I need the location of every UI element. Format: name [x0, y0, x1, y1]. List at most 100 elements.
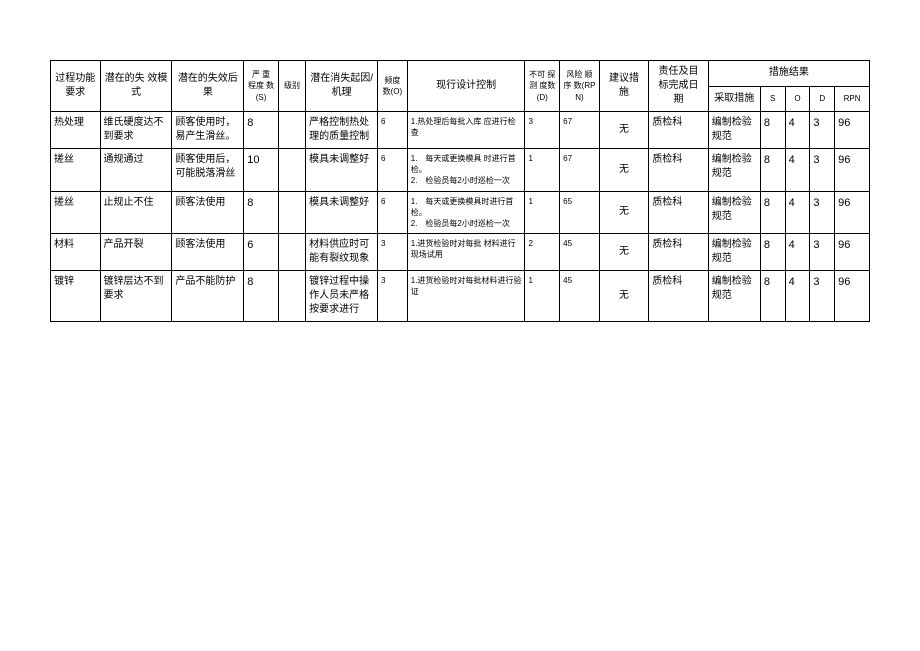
th-process: 过程功能要求: [51, 61, 101, 112]
table-cell: 96: [835, 149, 870, 192]
table-cell: 8: [760, 234, 785, 271]
table-cell: 质检科: [649, 149, 708, 192]
table-cell: 10: [244, 149, 279, 192]
table-cell: 搓丝: [51, 149, 101, 192]
table-cell: 3: [378, 271, 408, 322]
table-cell: 8: [244, 191, 279, 234]
table-cell: 65: [560, 191, 600, 234]
table-cell: 编制检验规范: [708, 234, 760, 271]
table-cell: 8: [760, 112, 785, 149]
table-cell: 6: [378, 149, 408, 192]
table-cell: 3: [810, 234, 835, 271]
table-cell: 8: [244, 112, 279, 149]
table-cell: 3: [525, 112, 560, 149]
table-cell: 产品开裂: [100, 234, 172, 271]
table-cell: 8: [244, 271, 279, 322]
table-cell: 无: [599, 191, 649, 234]
fmea-table: 过程功能要求 潜在的失 效模式 潜在的失效后果 严 重 程度 数(S) 级别 潜…: [50, 60, 870, 322]
table-cell: 质检科: [649, 112, 708, 149]
table-cell: 3: [378, 234, 408, 271]
table-row: 材料产品开裂顾客法使用6材料供应时可能有裂纹现象31.进货检验时对每批 材料进行…: [51, 234, 870, 271]
table-cell: 6: [378, 191, 408, 234]
table-cell: 1.热处理后每批入库 应进行检查: [407, 112, 525, 149]
table-cell: 96: [835, 191, 870, 234]
table-cell: 顾客法使用: [172, 234, 244, 271]
table-cell: 顾客使用时，易产生滑丝。: [172, 112, 244, 149]
th-occurrence: 频度数(O): [378, 61, 408, 112]
table-cell: 1: [525, 149, 560, 192]
table-cell: 96: [835, 271, 870, 322]
table-cell: 8: [760, 191, 785, 234]
table-cell: 模具未调整好: [306, 149, 378, 192]
th-responsibility: 责任及目 标完成日 期: [649, 61, 708, 112]
th-s: S: [760, 86, 785, 112]
table-cell: 1. 每天或更换模具 时进行首检。2. 检验员每2小时巡检一次: [407, 149, 525, 192]
table-cell: 3: [810, 149, 835, 192]
table-cell: 止规止不住: [100, 191, 172, 234]
table-cell: 严格控制热处理的质量控制: [306, 112, 378, 149]
table-cell: 6: [378, 112, 408, 149]
table-cell: 热处理: [51, 112, 101, 149]
table-cell: 3: [810, 271, 835, 322]
table-cell: 镀锌: [51, 271, 101, 322]
table-cell: 无: [599, 149, 649, 192]
th-rpn2: RPN: [835, 86, 870, 112]
th-control: 现行设计控制: [407, 61, 525, 112]
table-cell: [278, 191, 305, 234]
th-cause: 潜在消失起因/机理: [306, 61, 378, 112]
th-action: 采取措施: [708, 86, 760, 112]
th-measures-group: 措施结果: [708, 61, 869, 87]
table-cell: [278, 149, 305, 192]
th-rpn: 风险 顺序 数(RPN): [560, 61, 600, 112]
table-row: 搓丝通规通过顾客使用后，可能脱落滑丝10 模具未调整好61. 每天或更换模具 时进…: [51, 149, 870, 192]
table-cell: 3: [810, 112, 835, 149]
table-cell: 4: [785, 271, 810, 322]
table-cell: 8: [760, 271, 785, 322]
th-class: 级别: [278, 61, 305, 112]
table-cell: 通规通过: [100, 149, 172, 192]
table-cell: 96: [835, 112, 870, 149]
table-cell: 顾客使用后，可能脱落滑丝: [172, 149, 244, 192]
table-cell: 4: [785, 112, 810, 149]
table-cell: 编制检验规范: [708, 149, 760, 192]
table-cell: 1.进货检验时对每批材料进行验证: [407, 271, 525, 322]
table-row: 搓丝止规止不住顾客法使用8模具未调整好61. 每天或更换模具时进行首检。2. 检…: [51, 191, 870, 234]
table-cell: 1. 每天或更换模具时进行首检。2. 检验员每2小时巡检一次: [407, 191, 525, 234]
table-cell: 3: [810, 191, 835, 234]
table-cell: 8: [760, 149, 785, 192]
table-cell: 编制检验规范: [708, 271, 760, 322]
table-cell: 无: [599, 234, 649, 271]
table-cell: 搓丝: [51, 191, 101, 234]
th-recommend: 建议措 施: [599, 61, 649, 112]
table-cell: 无: [599, 112, 649, 149]
table-cell: 4: [785, 149, 810, 192]
table-cell: 质检科: [649, 271, 708, 322]
table-cell: 1.进货检验时对每批 材料进行现场试用: [407, 234, 525, 271]
table-cell: [278, 234, 305, 271]
table-cell: 质检科: [649, 234, 708, 271]
table-cell: 1: [525, 271, 560, 322]
table-cell: 67: [560, 112, 600, 149]
table-cell: 4: [785, 191, 810, 234]
th-o: O: [785, 86, 810, 112]
table-cell: 无: [599, 271, 649, 322]
table-cell: 2: [525, 234, 560, 271]
table-cell: 6: [244, 234, 279, 271]
th-effect: 潜在的失效后果: [172, 61, 244, 112]
table-row: 镀锌镀锌层达不到要求产品不能防护8镀锌过程中操作人员未严格按要求进行31.进货检…: [51, 271, 870, 322]
th-detection: 不可 探测 度数(D): [525, 61, 560, 112]
table-cell: 模具未调整好: [306, 191, 378, 234]
table-cell: 4: [785, 234, 810, 271]
table-cell: 材料供应时可能有裂纹现象: [306, 234, 378, 271]
table-cell: [278, 271, 305, 322]
th-d: D: [810, 86, 835, 112]
table-cell: 顾客法使用: [172, 191, 244, 234]
table-cell: 67: [560, 149, 600, 192]
table-cell: 45: [560, 234, 600, 271]
table-cell: 镀锌层达不到要求: [100, 271, 172, 322]
table-row: 热处理维氏硬度达不到要求顾客使用时，易产生滑丝。8严格控制热处理的质量控制61.…: [51, 112, 870, 149]
table-cell: 质检科: [649, 191, 708, 234]
table-cell: 维氏硬度达不到要求: [100, 112, 172, 149]
table-cell: 编制检验规范: [708, 112, 760, 149]
th-severity: 严 重 程度 数(S): [244, 61, 279, 112]
